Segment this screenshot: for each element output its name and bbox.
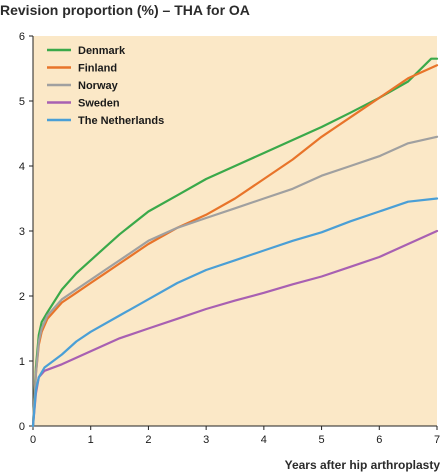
y-tick-label: 5: [19, 96, 25, 108]
x-tick-label: 6: [376, 434, 382, 446]
x-tick-label: 2: [145, 434, 151, 446]
y-tick-label: 0: [19, 421, 25, 433]
plot-area: [33, 36, 437, 426]
legend: Denmark Finland Norway Sweden The Netherland…: [47, 45, 164, 127]
series-line-the-netherlands: [31, 197, 439, 428]
legend-label: The Netherlands: [78, 115, 164, 127]
y-tick-label: 4: [19, 161, 25, 173]
x-tick-label: 5: [319, 434, 325, 446]
y-tick-label: 3: [19, 226, 25, 238]
legend-label: Norway: [78, 80, 119, 92]
x-tick-label: 3: [203, 434, 209, 446]
y-tick-label: 6: [19, 31, 25, 43]
y-tick-label: 1: [19, 356, 25, 368]
series-line-finland: [31, 64, 439, 428]
y-tick-label: 2: [19, 291, 25, 303]
axes: 0 1 2 3 4 5 6 0 1 2 3 4 5 6 7: [19, 31, 440, 446]
series-line-sweden: [31, 229, 439, 428]
x-tick-label: 0: [30, 434, 36, 446]
series-line-norway: [31, 135, 439, 428]
series-line-denmark: [31, 57, 439, 428]
x-tick-label: 7: [434, 434, 440, 446]
legend-label: Sweden: [78, 98, 120, 110]
legend-label: Finland: [78, 63, 117, 75]
series-lines: [31, 57, 439, 428]
legend-label: Denmark: [78, 45, 126, 57]
chart-title: Revision proportion (%) – THA for OA: [0, 2, 250, 18]
x-axis-label: Years after hip arthroplasty: [285, 458, 441, 472]
x-tick-label: 1: [88, 434, 94, 446]
x-tick-label: 4: [261, 434, 267, 446]
